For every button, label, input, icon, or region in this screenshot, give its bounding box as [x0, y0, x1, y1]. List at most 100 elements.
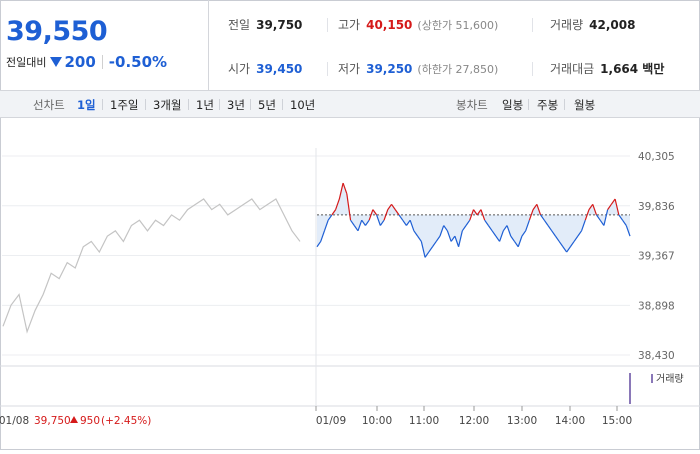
today-line-segment — [480, 209, 486, 221]
down-triangle-icon — [50, 57, 63, 67]
today-line-segment — [554, 235, 560, 242]
today-line-segment — [323, 220, 329, 232]
today-line-segment — [465, 219, 471, 226]
stat-open: 시가 39,450 — [228, 62, 303, 76]
volume-legend-marker — [651, 374, 653, 383]
today-line-segment — [513, 241, 519, 248]
x-tick-label: 10:00 — [362, 415, 392, 427]
x-tick-label: 15:00 — [602, 415, 632, 427]
quote-header: 39,550 전일대비 200 -0.50% 전일 39,750 고가 40,1… — [0, 0, 700, 91]
today-line-segment — [346, 193, 352, 221]
today-line-segment — [435, 235, 441, 242]
today-line-segment — [499, 230, 504, 242]
today-line-segment — [569, 241, 575, 248]
today-line-segment — [525, 220, 530, 232]
today-line-segment — [551, 230, 556, 237]
tab-1d[interactable]: 1일 — [77, 98, 96, 112]
divider — [282, 99, 283, 110]
today-line-segment — [338, 182, 344, 200]
today-line-segment — [327, 214, 333, 221]
today-line-segment — [532, 203, 538, 210]
line-chart-label: 선차트 — [33, 98, 65, 112]
today-line-segment — [595, 214, 601, 221]
chart-period-tabs: 선차트 1일 1주일 3개월 1년 3년 5년 10년 봉차트 일봉 주봉 월봉 — [0, 91, 700, 118]
divider — [145, 99, 146, 110]
stat-volume: 거래량 42,008 — [550, 18, 636, 32]
tab-weekly-candle[interactable]: 주봉 — [537, 98, 559, 112]
tab-3m[interactable]: 3개월 — [153, 98, 182, 112]
tab-daily-candle[interactable]: 일봉 — [502, 98, 524, 112]
tab-1w[interactable]: 1주일 — [110, 98, 139, 112]
today-line-segment — [580, 220, 586, 232]
tab-5y[interactable]: 5년 — [258, 98, 276, 112]
today-line-segment — [450, 235, 456, 242]
tab-1y[interactable]: 1년 — [196, 98, 214, 112]
today-line-segment — [398, 214, 404, 221]
today-line-segment — [506, 225, 512, 237]
x-tick-label: 14:00 — [555, 415, 585, 427]
today-line-segment — [491, 230, 497, 237]
change-amount: 200 — [64, 53, 96, 71]
tab-10y[interactable]: 10년 — [290, 98, 316, 112]
today-line-segment — [353, 225, 359, 232]
today-line-segment — [536, 204, 542, 216]
x-tick-label: 01/08 — [0, 415, 29, 427]
today-fill-area — [317, 183, 630, 258]
stat-high: 고가 40,150 (상한가 51,600) — [338, 18, 499, 32]
divider — [532, 62, 533, 76]
stat-prev-close: 전일 39,750 — [228, 18, 303, 32]
tab-3y[interactable]: 3년 — [227, 98, 245, 112]
quote-stats: 전일 39,750 고가 40,150 (상한가 51,600) 거래량 42,… — [209, 0, 700, 90]
divider — [327, 62, 328, 76]
change-percent: -0.50% — [108, 53, 168, 71]
y-tick-label: 38,430 — [638, 350, 675, 362]
today-line-segment — [443, 225, 448, 232]
today-line-segment — [420, 241, 426, 258]
today-line-segment — [387, 203, 393, 210]
x-tick-label: 12:00 — [459, 415, 489, 427]
today-line-segment — [454, 235, 460, 247]
today-line-segment — [622, 219, 627, 226]
today-line-segment — [394, 209, 400, 216]
today-line-segment — [357, 220, 363, 232]
divider — [188, 99, 189, 110]
today-line-segment — [558, 241, 564, 248]
price-box: 39,550 전일대비 200 -0.50% — [0, 0, 209, 90]
y-tick-label: 39,367 — [638, 251, 675, 263]
today-line-segment — [577, 230, 583, 237]
divider — [532, 18, 533, 32]
up-triangle-icon — [70, 416, 78, 423]
y-tick-label: 39,836 — [638, 201, 675, 213]
today-line-segment — [521, 230, 527, 237]
volume-bar — [629, 373, 631, 404]
divider — [528, 99, 529, 110]
today-line-segment — [383, 209, 389, 221]
divider — [101, 55, 103, 69]
today-line-segment — [432, 241, 437, 248]
previous-day-line — [2, 198, 301, 334]
today-line-segment — [446, 230, 452, 242]
today-line-segment — [618, 214, 624, 221]
today-line-segment — [528, 209, 534, 221]
today-line-segment — [502, 225, 508, 232]
today-line-segment — [402, 219, 407, 226]
today-line-segment — [331, 209, 337, 216]
today-line-segment — [368, 209, 374, 221]
today-line-segment — [610, 198, 616, 205]
today-line-segment — [543, 219, 549, 226]
today-line-segment — [424, 251, 430, 258]
today-line-segment — [592, 204, 598, 216]
today-line-segment — [540, 214, 545, 221]
today-line-segment — [335, 198, 340, 210]
today-line-segment — [495, 235, 501, 242]
today-line-segment — [484, 219, 489, 226]
x-tick-label: 11:00 — [409, 415, 439, 427]
today-line-segment — [350, 219, 355, 226]
today-line-segment — [376, 214, 381, 226]
price-chart: 40,305 39,836 39,367 38,898 38,430 거래량 01/08 01… — [0, 118, 700, 450]
today-line-segment — [361, 219, 366, 226]
tab-monthly-candle[interactable]: 월봉 — [574, 98, 596, 112]
today-line-segment — [342, 182, 348, 194]
today-line-segment — [320, 230, 326, 242]
today-line-segment — [461, 225, 467, 232]
